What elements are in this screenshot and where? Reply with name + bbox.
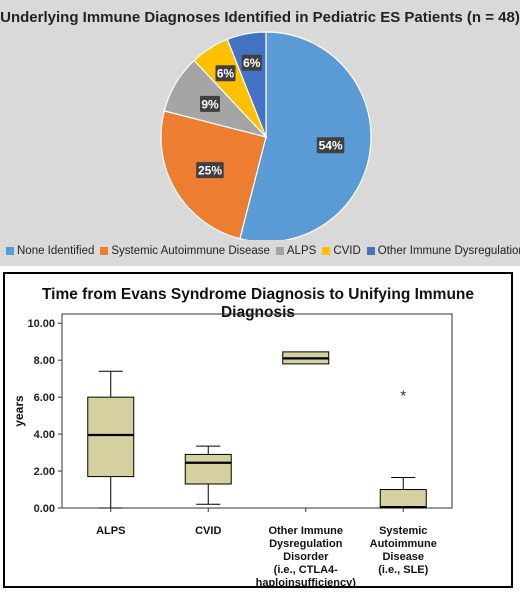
box-plot-panel: Time from Evans Syndrome Diagnosis to Un… bbox=[3, 272, 513, 588]
pie-chart-title: Underlying Immune Diagnoses Identified i… bbox=[0, 9, 520, 26]
legend-label: Systemic Autoimmune Disease bbox=[111, 245, 270, 257]
legend-item-alps: ALPS bbox=[275, 245, 317, 257]
pie-label-bg-none-identified bbox=[316, 137, 345, 154]
pie-label-bg-cvid bbox=[215, 65, 236, 82]
pie-label-bg-other-immune-dysregulation bbox=[241, 54, 262, 71]
pie-legend: None Identified Systemic Autoimmune Disea… bbox=[6, 245, 520, 257]
legend-swatch bbox=[322, 247, 331, 255]
box-iqr bbox=[379, 489, 427, 509]
y-tick-label: 8.00 bbox=[34, 355, 55, 367]
box-other-immune bbox=[282, 351, 330, 365]
y-tick-label: 2.00 bbox=[34, 466, 55, 478]
x-category-label-systemic: Systemic Autoimmune Disease (i.e., SLE) bbox=[370, 525, 437, 576]
legend-item-systemic-autoimmune-disease: Systemic Autoimmune Disease bbox=[100, 245, 270, 257]
pie-label-alps: 9% bbox=[201, 97, 219, 111]
x-category-label-other-immune: Other Immune Dysregulation Disorder (i.e., … bbox=[256, 525, 357, 586]
pie-slice-none-identified bbox=[239, 31, 372, 240]
y-tick-label: 10.00 bbox=[27, 318, 55, 330]
y-tick-label: 0.00 bbox=[34, 503, 55, 515]
box-iqr bbox=[184, 453, 232, 485]
x-category-label-cvid: CVID bbox=[195, 525, 221, 537]
legend-label: None Identified bbox=[17, 245, 95, 257]
legend-item-none-identified: None Identified bbox=[6, 245, 94, 257]
box-plot: 0.00 2.00 4.00 6.00 8.00 10.00 years ALPS CVID Ot… bbox=[12, 313, 453, 586]
pie-label-none-identified: 54% bbox=[319, 139, 343, 153]
y-tick-label: 4.00 bbox=[34, 429, 55, 441]
pie-label-bg-alps bbox=[200, 95, 220, 112]
plot-area bbox=[61, 313, 453, 509]
pie-chart-panel: Underlying Immune Diagnoses Identified i… bbox=[0, 0, 520, 266]
legend-label: Other Immune Dysregulation bbox=[377, 245, 520, 257]
legend-swatch bbox=[366, 247, 375, 255]
pie-label-cvid: 6% bbox=[217, 67, 235, 81]
box-iqr bbox=[87, 396, 135, 478]
legend-swatch bbox=[275, 247, 284, 255]
pie-chart: 54% 25% 9% 6% 6% bbox=[160, 31, 372, 240]
box-systemic: * bbox=[379, 387, 427, 509]
pie-label-systemic-autoimmune-disease: 25% bbox=[198, 164, 222, 178]
legend-label: ALPS bbox=[286, 245, 317, 257]
y-tick-label: 6.00 bbox=[34, 392, 55, 404]
box-cvid bbox=[184, 445, 232, 505]
legend-swatch bbox=[100, 247, 109, 255]
outlier-marker: * bbox=[400, 387, 406, 404]
box-plot-title: Time from Evans Syndrome Diagnosis to Un… bbox=[41, 286, 475, 321]
x-category-label-alps: ALPS bbox=[96, 525, 125, 537]
box-alps bbox=[87, 370, 135, 509]
legend-swatch bbox=[6, 247, 14, 255]
legend-item-other-immune-dysregulation: Other Immune Dysregulation bbox=[366, 245, 520, 257]
pie-label-other-immune-dysregulation: 6% bbox=[243, 56, 261, 70]
y-axis-label: years bbox=[12, 395, 26, 427]
pie-label-bg-systemic-autoimmune-disease bbox=[196, 162, 224, 179]
legend-item-cvid: CVID bbox=[322, 245, 361, 257]
legend-label: CVID bbox=[333, 245, 361, 257]
